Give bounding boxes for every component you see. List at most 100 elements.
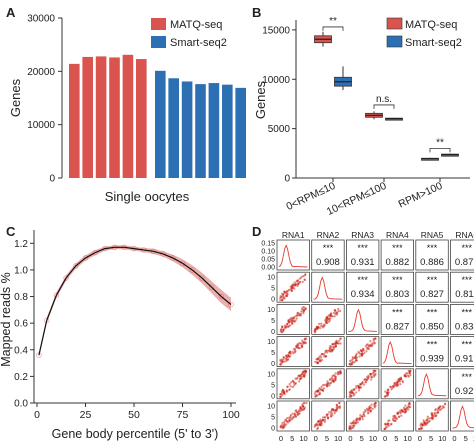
- d-scatter-point: [317, 419, 320, 423]
- d-scatter-point: [338, 339, 341, 342]
- d-scatter-point: [420, 422, 423, 425]
- d-scatter-point: [407, 404, 410, 408]
- d-scatter-point: [291, 322, 294, 325]
- d-scatter-point: [291, 385, 294, 389]
- d-scatter-point: [433, 411, 436, 415]
- d-scatter-point: [339, 337, 342, 340]
- c-x-tick-label: 25: [80, 409, 92, 421]
- d-scatter-point: [327, 349, 330, 352]
- d-scatter-point: [300, 375, 303, 378]
- d-x-tick-label: 5: [464, 434, 468, 442]
- d-scatter-point: [302, 371, 305, 374]
- d-x-tick-label: 0: [279, 434, 283, 442]
- d-scatter-point: [373, 406, 376, 409]
- d-scatter-point: [359, 413, 362, 417]
- d-scatter-point: [318, 359, 321, 363]
- d-scatter-point: [289, 385, 292, 388]
- d-scatter-point: [318, 322, 321, 326]
- d-correlation-value: 0.811: [455, 289, 474, 300]
- d-correlation-value: 0.939: [420, 354, 444, 365]
- d-correlation-value: 0.803: [385, 289, 409, 300]
- c-point: [160, 251, 166, 257]
- d-scatter-point: [318, 327, 322, 330]
- d-scatter-point: [328, 384, 331, 387]
- d-correlation-value: 0.886: [420, 257, 444, 268]
- d-scatter-point: [399, 410, 402, 414]
- d-scatter-point: [302, 312, 305, 315]
- d-x-tick-label: 0: [314, 434, 318, 442]
- d-scatter-point: [291, 283, 295, 286]
- d-scatter-point: [314, 395, 317, 398]
- d-scatter-point: [335, 342, 338, 345]
- d-scatter-point: [321, 388, 324, 391]
- d-scatter-point: [373, 342, 376, 345]
- d-scatter-point: [286, 390, 289, 393]
- d-scatter-point: [405, 372, 408, 375]
- d-scatter-point: [339, 342, 342, 345]
- d-x-tick-label: 5: [360, 434, 364, 442]
- d-scatter-point: [294, 283, 297, 286]
- d-scatter-point: [355, 391, 358, 394]
- d-scatter-point: [299, 378, 302, 381]
- d-scatter-point: [289, 413, 293, 417]
- a-bar-matq: [109, 57, 120, 178]
- d-scatter-point: [302, 402, 305, 405]
- d-scatter-point: [297, 346, 300, 349]
- d-scatter-point: [315, 422, 318, 425]
- d-scatter-point: [353, 424, 356, 427]
- d-scatter-point: [365, 343, 368, 346]
- d-scatter-point: [348, 395, 351, 398]
- d-significance-label: ***: [461, 243, 472, 253]
- d-scatter-point: [354, 354, 358, 357]
- d-scatter-point: [293, 287, 296, 290]
- d-scatter-point: [281, 389, 284, 392]
- d-scatter-point: [285, 423, 288, 426]
- d-correlation-value: 0.934: [351, 289, 375, 300]
- d-scatter-point: [279, 328, 283, 331]
- a-bar-matq: [95, 56, 107, 178]
- d-scatter-point: [331, 343, 335, 346]
- d-scatter-point: [371, 376, 374, 379]
- d-scatter-point: [358, 418, 361, 422]
- d-scatter-point: [401, 381, 405, 384]
- d-scatter-point: [324, 355, 328, 358]
- d-scatter-point: [334, 345, 337, 348]
- d-scatter-point: [301, 280, 304, 283]
- d-correlation-value: 0.850: [420, 321, 444, 332]
- d-significance-label: ***: [427, 307, 438, 317]
- panel-letter-b: B: [252, 5, 261, 20]
- d-scatter-point: [337, 307, 340, 311]
- d-scatter-point: [287, 354, 290, 357]
- d-scatter-point: [356, 421, 360, 424]
- d-scatter-point: [363, 351, 366, 355]
- d-scatter-point: [279, 296, 282, 300]
- d-scatter-point: [348, 425, 351, 428]
- d-scatter-point: [364, 378, 367, 381]
- d-cell: [380, 271, 415, 303]
- d-x-tick-label: 10: [334, 434, 342, 442]
- d-scatter-point: [409, 373, 412, 377]
- c-point: [189, 267, 195, 273]
- d-scatter-point: [399, 377, 402, 380]
- d-x-tick-label: 5: [325, 434, 329, 442]
- d-scatter-point: [335, 403, 338, 406]
- d-scatter-point: [348, 362, 351, 366]
- d-cell: [415, 336, 449, 368]
- d-scatter-point: [369, 410, 372, 413]
- c-point: [170, 255, 176, 261]
- d-scatter-point: [398, 380, 402, 383]
- d-x-tick-label: 0: [348, 434, 352, 442]
- d-scatter-point: [329, 381, 333, 384]
- d-scatter-point: [352, 419, 355, 422]
- d-scatter-point: [353, 388, 356, 391]
- d-scatter-point: [297, 282, 300, 285]
- d-significance-label: ***: [427, 340, 438, 350]
- d-correlation-value: 0.877: [455, 257, 474, 268]
- d-scatter-point: [282, 356, 286, 359]
- d-scatter-point: [303, 340, 306, 344]
- d-scatter-point: [384, 390, 387, 393]
- d-scatter-point: [290, 418, 293, 421]
- d-scatter-point: [360, 349, 363, 352]
- d-scatter-point: [296, 284, 299, 288]
- d-significance-label: ***: [427, 275, 438, 285]
